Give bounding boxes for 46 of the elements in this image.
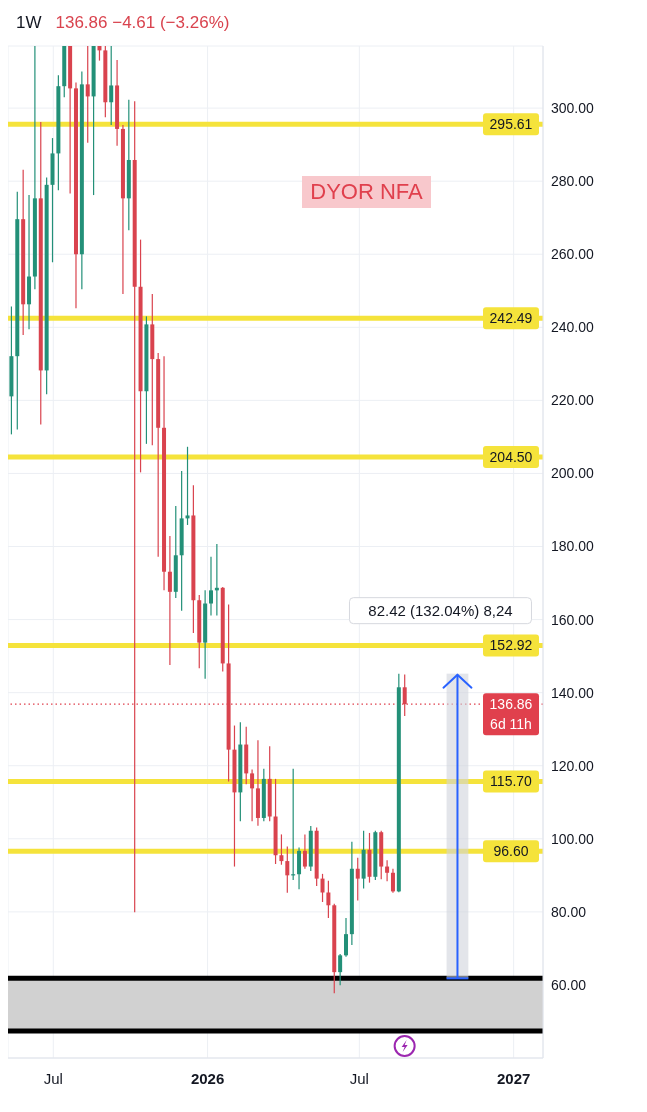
y-tick-label: 200.00 [551,465,595,482]
y-tick-label: 300.00 [551,100,595,117]
y-tick-label: 220.00 [551,392,595,409]
candlestick [338,953,343,986]
candlestick [85,46,90,144]
candlestick [390,868,395,894]
candlestick [302,833,307,870]
candlestick [285,845,290,894]
ref-line-label: 96.60 [493,843,529,860]
y-tick-label: 140.00 [551,684,595,701]
y-tick-label: 120.00 [551,757,595,774]
y-tick-label: 240.00 [551,319,595,336]
ref-line-label: 295.61 [489,116,533,133]
candlestick [355,857,360,902]
candlestick [279,833,284,866]
y-tick-label: 280.00 [551,173,595,190]
x-tick-label: 2026 [190,1070,225,1087]
candlestick [209,556,213,617]
annotation: 6d 11h [490,716,532,733]
annotation: DYOR NFA [302,176,431,208]
candlestick [320,873,325,903]
y-tick-label: 60.00 [551,976,587,993]
candlestick [344,917,348,958]
chart-subtitle: 136.86 −4.61 (−3.26%) [55,13,230,33]
chart-title: 1W [16,13,42,33]
x-tick-label: Jul [43,1070,63,1087]
candlestick [326,880,331,919]
annotation: 82.42 (132.04%) 8,24 [368,601,513,619]
x-tick-label: 2027 [496,1070,531,1087]
y-tick-label: 260.00 [551,246,595,263]
x-tick-label: Jul [349,1070,369,1087]
candlestick [297,846,302,890]
y-tick-label: 80.00 [551,903,587,920]
y-tick-label: 160.00 [551,611,595,628]
candlestick [250,768,255,822]
ref-line-label: 136.86 [489,696,533,713]
y-tick-label: 180.00 [551,538,595,555]
ref-line-label: 115.70 [490,773,533,790]
y-tick-label: 100.00 [551,830,595,847]
candlestick [167,535,172,666]
ref-line-label: 242.49 [489,310,533,327]
candlestick [385,859,390,882]
candlestick [185,446,190,526]
ref-line-label: 204.50 [489,448,533,465]
candlestick [109,46,114,126]
ref-line-label: 152.92 [489,637,533,654]
